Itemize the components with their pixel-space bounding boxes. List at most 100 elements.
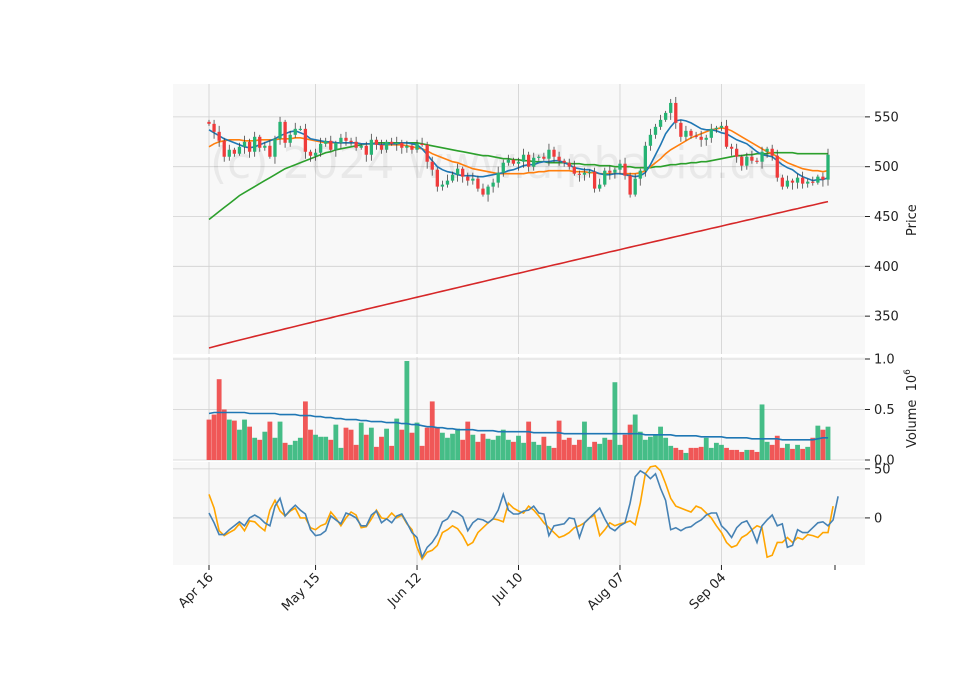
volume-bar bbox=[607, 439, 613, 460]
volume-bar bbox=[617, 444, 623, 460]
candle-body bbox=[547, 149, 551, 159]
volume-bar bbox=[277, 421, 283, 460]
candle-body bbox=[623, 163, 627, 176]
volume-bar bbox=[698, 446, 704, 460]
volume-bar bbox=[292, 440, 298, 460]
volume-bar bbox=[475, 441, 481, 460]
candle-body bbox=[232, 149, 237, 154]
volume-bar bbox=[242, 419, 247, 460]
candle-body bbox=[374, 139, 379, 145]
candle-body bbox=[633, 178, 637, 195]
candle-body bbox=[298, 128, 302, 131]
volume-bar bbox=[602, 437, 608, 460]
candle-body bbox=[308, 151, 313, 156]
candle-body bbox=[765, 148, 769, 152]
price-panel-bg bbox=[173, 84, 865, 354]
ma-mid-line bbox=[208, 126, 829, 175]
candle-body bbox=[268, 145, 272, 157]
candle-body bbox=[521, 154, 526, 162]
candle-body bbox=[694, 135, 698, 138]
candle-body bbox=[750, 156, 754, 161]
volume-bar bbox=[592, 441, 598, 460]
volume-bar bbox=[759, 404, 765, 460]
volume-bar bbox=[485, 438, 491, 460]
volume-axis-tick-label: 0.0 bbox=[874, 454, 895, 469]
candle-body bbox=[598, 184, 602, 189]
volume-bar bbox=[754, 451, 760, 460]
volume-bar bbox=[790, 448, 795, 460]
volume-bar bbox=[389, 445, 395, 460]
candle-body bbox=[714, 127, 719, 130]
volume-bar bbox=[221, 409, 227, 460]
candle-body bbox=[395, 142, 399, 144]
x-axis-tick-label: Aug 07 bbox=[585, 570, 628, 613]
candle-body bbox=[811, 181, 815, 183]
candle-body bbox=[461, 168, 465, 177]
volume-bar bbox=[724, 447, 729, 460]
volume-bar bbox=[688, 447, 694, 460]
candle-body bbox=[628, 175, 632, 195]
volume-bar bbox=[404, 361, 410, 460]
volume-bar bbox=[353, 444, 359, 460]
volume-bar bbox=[658, 426, 663, 460]
volume-panel: 0.0 0.5 1.0 Volume 106 bbox=[173, 353, 920, 469]
volume-bar bbox=[465, 421, 471, 460]
candle-body bbox=[435, 169, 439, 187]
candle-body bbox=[445, 180, 450, 185]
candle-body bbox=[603, 170, 607, 185]
volume-bar bbox=[708, 447, 714, 460]
candle-body bbox=[638, 170, 642, 179]
ma-200-line bbox=[208, 200, 829, 349]
volume-bar bbox=[358, 422, 364, 460]
candle-body bbox=[481, 188, 485, 195]
volume-bar bbox=[825, 426, 831, 460]
volume-bar bbox=[820, 429, 826, 460]
candle-body bbox=[496, 172, 500, 183]
volume-bar bbox=[505, 439, 511, 460]
volume-bar bbox=[495, 435, 501, 460]
volume-bar bbox=[531, 441, 537, 460]
candle-body bbox=[800, 177, 805, 184]
candle-body bbox=[760, 151, 764, 162]
x-axis-tick-label: Sep 04 bbox=[687, 570, 730, 613]
candle-body bbox=[562, 160, 566, 163]
candle-body bbox=[608, 170, 612, 173]
volume-bar bbox=[810, 437, 816, 460]
volume-bar bbox=[678, 449, 684, 460]
volume-bar bbox=[749, 449, 755, 460]
oscillator-blue-line bbox=[208, 469, 839, 560]
candle-body bbox=[253, 136, 257, 152]
candle-body bbox=[526, 154, 531, 167]
volume-bar bbox=[744, 449, 750, 460]
volume-axis-tick-label: 1.0 bbox=[874, 353, 895, 368]
candle-body bbox=[826, 154, 830, 180]
candle-body bbox=[648, 134, 653, 146]
candle-body bbox=[770, 148, 774, 156]
volume-bar bbox=[460, 439, 466, 460]
candle-body bbox=[405, 145, 409, 148]
candle-body bbox=[780, 177, 784, 187]
volume-axis-tick-label: 0.5 bbox=[874, 403, 895, 418]
volume-bar bbox=[805, 446, 811, 460]
volume-bar bbox=[642, 439, 648, 460]
candle-body bbox=[613, 169, 617, 173]
x-axis-tick-label: May 15 bbox=[279, 570, 323, 614]
candle-body bbox=[577, 173, 582, 175]
candle-body bbox=[663, 112, 668, 120]
candle-body bbox=[557, 156, 561, 161]
candle-body bbox=[324, 140, 328, 144]
volume-bar bbox=[648, 436, 653, 460]
candle-body bbox=[476, 178, 480, 189]
volume-bar bbox=[262, 431, 268, 460]
volume-bar bbox=[323, 436, 329, 460]
oscillator-axis-tick-label: 0 bbox=[874, 511, 882, 526]
candle-body bbox=[339, 137, 343, 143]
volume-bar bbox=[424, 427, 430, 460]
candle-body bbox=[790, 180, 795, 183]
volume-bar bbox=[683, 452, 689, 460]
volume-ma-line bbox=[208, 411, 828, 441]
x-axis-tick-label: Apr 16 bbox=[176, 570, 217, 611]
candle-body bbox=[572, 166, 576, 174]
volume-bar bbox=[470, 434, 476, 460]
candle-body bbox=[795, 177, 800, 183]
